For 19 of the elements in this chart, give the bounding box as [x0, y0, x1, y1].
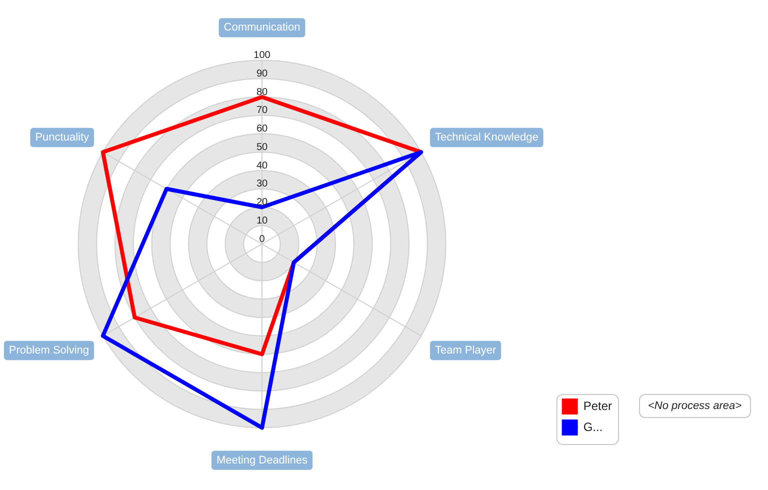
spoke-label: Meeting Deadlines — [216, 454, 308, 466]
y-tick-label: 40 — [256, 160, 268, 172]
legend-label: Peter — [583, 398, 612, 413]
y-tick-label: 10 — [256, 215, 268, 226]
y-tick-label: 80 — [256, 86, 268, 98]
spoke-label: Punctuality — [35, 132, 90, 144]
y-tick-label: 60 — [256, 124, 268, 135]
y-tick-label: 100 — [254, 50, 271, 62]
y-tick-label: 30 — [256, 178, 268, 190]
label-box: <No process area> — [639, 394, 751, 418]
y-tick-label: 50 — [256, 142, 268, 153]
y-tick-label: 70 — [256, 105, 268, 116]
y-tick-label: 0 — [259, 234, 266, 245]
y-tick-label: 90 — [256, 68, 268, 80]
spoke-label: Technical Knowledge — [434, 132, 538, 144]
spoke-label: Communication — [224, 22, 300, 34]
spoke-label: Problem Solving — [8, 344, 90, 356]
legend-label: G... — [583, 420, 603, 434]
spoke-label: Team Player — [434, 344, 496, 356]
